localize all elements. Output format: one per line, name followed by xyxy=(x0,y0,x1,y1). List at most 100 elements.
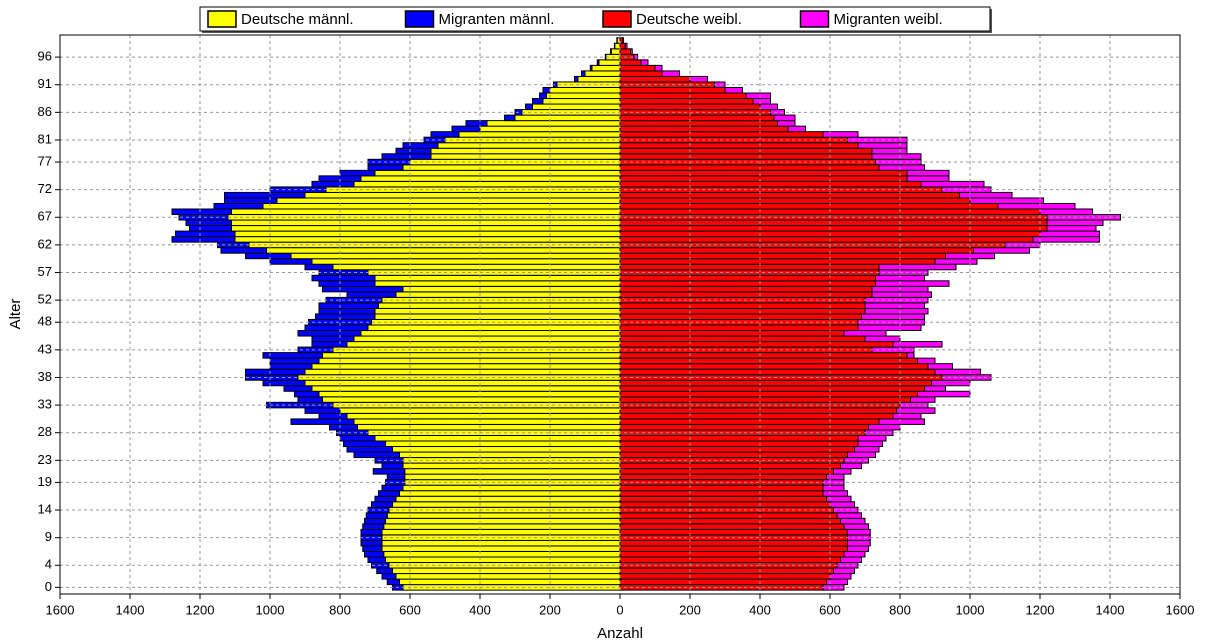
bar xyxy=(917,390,971,398)
bar xyxy=(378,302,621,309)
bar xyxy=(514,114,621,122)
bar xyxy=(532,98,544,105)
y-tick-label: 38 xyxy=(38,369,52,384)
bar xyxy=(619,42,626,50)
bar xyxy=(372,468,406,475)
bar xyxy=(311,385,621,392)
y-tick-label: 33 xyxy=(38,397,52,412)
bar xyxy=(437,142,621,149)
bar xyxy=(843,550,866,558)
bar xyxy=(444,136,621,144)
bar xyxy=(619,539,848,547)
bar xyxy=(374,434,621,442)
bar xyxy=(619,335,866,343)
bar xyxy=(381,545,621,552)
bar xyxy=(598,59,621,66)
bar xyxy=(1046,225,1097,232)
bar xyxy=(362,523,385,530)
bar xyxy=(318,302,379,309)
y-tick-label: 57 xyxy=(38,264,52,279)
bar xyxy=(451,125,481,133)
bar xyxy=(871,291,932,298)
y-tick-label: 91 xyxy=(38,76,52,91)
bar xyxy=(374,274,621,282)
bar xyxy=(619,291,873,298)
bar xyxy=(189,225,232,232)
bar xyxy=(430,131,460,138)
bar xyxy=(847,539,871,547)
bar xyxy=(997,202,1076,210)
bar xyxy=(661,70,680,77)
bar xyxy=(864,335,901,343)
bar xyxy=(1039,230,1100,238)
bar xyxy=(619,219,1048,227)
bar xyxy=(297,330,362,337)
bar xyxy=(346,446,393,453)
legend-swatch xyxy=(404,10,435,28)
legend: Deutsche männl. Migranten männl. Deutsche … xyxy=(199,6,992,33)
bar xyxy=(402,142,439,149)
bar xyxy=(581,70,586,77)
bar xyxy=(619,175,908,182)
bars xyxy=(171,37,1121,591)
bar xyxy=(619,114,775,122)
bar xyxy=(353,335,621,343)
bar xyxy=(619,462,841,470)
bar xyxy=(311,363,621,370)
bar xyxy=(619,390,918,398)
bar xyxy=(619,169,908,177)
bar xyxy=(402,285,621,293)
bar xyxy=(404,473,621,481)
bar xyxy=(878,418,925,425)
bar xyxy=(290,418,355,425)
y-tick-label: 28 xyxy=(38,424,52,439)
bar xyxy=(619,434,859,442)
bar xyxy=(847,451,876,459)
bar xyxy=(619,440,859,448)
bar xyxy=(777,120,796,127)
bar xyxy=(745,92,771,100)
y-tick-label: 0 xyxy=(45,579,52,594)
bar xyxy=(875,280,950,287)
bar xyxy=(332,263,621,271)
y-tick-label: 52 xyxy=(38,292,52,307)
bar xyxy=(847,545,869,552)
y-axis-label: Alter xyxy=(7,299,24,330)
bar xyxy=(465,120,488,127)
bar xyxy=(822,484,845,492)
bar xyxy=(269,357,320,365)
bar xyxy=(318,307,376,315)
bar xyxy=(404,468,621,475)
bar xyxy=(833,468,852,475)
bar xyxy=(395,495,621,503)
bar xyxy=(619,263,880,271)
bar xyxy=(339,434,376,442)
bar xyxy=(973,247,1030,254)
bar xyxy=(304,407,341,414)
bar xyxy=(392,446,621,453)
bar xyxy=(619,307,866,315)
bar xyxy=(318,357,621,365)
bar xyxy=(619,412,894,420)
bar xyxy=(343,440,386,448)
bar xyxy=(619,468,834,475)
y-tick-label: 19 xyxy=(38,474,52,489)
bar xyxy=(339,169,376,177)
bar xyxy=(364,550,385,558)
bar xyxy=(171,236,236,243)
bar xyxy=(386,473,406,481)
bar xyxy=(525,103,533,111)
bar xyxy=(374,169,621,177)
x-tick-label: 800 xyxy=(889,602,911,617)
bar xyxy=(220,247,267,254)
legend-label: Deutsche männl. xyxy=(241,11,354,28)
y-tick-label: 77 xyxy=(38,153,52,168)
bar xyxy=(619,252,946,260)
bar xyxy=(927,363,953,370)
bar xyxy=(896,407,936,414)
bar xyxy=(619,285,873,293)
bar xyxy=(402,484,621,492)
bar xyxy=(906,175,950,182)
bar xyxy=(322,285,404,293)
bar xyxy=(619,352,908,359)
